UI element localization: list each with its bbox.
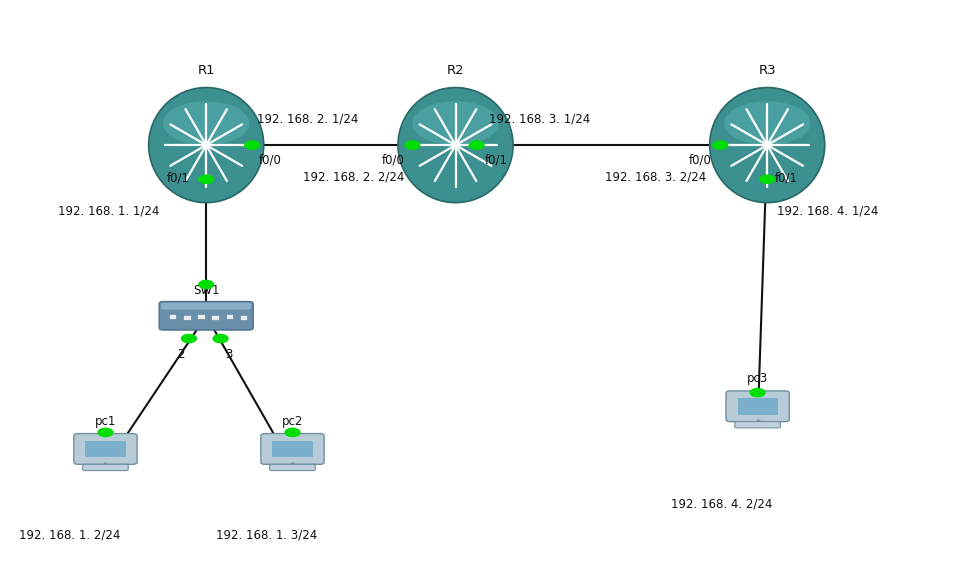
Circle shape	[285, 428, 301, 437]
FancyBboxPatch shape	[85, 441, 126, 457]
Ellipse shape	[412, 101, 499, 145]
Text: f0/0: f0/0	[689, 154, 712, 167]
Text: 2: 2	[177, 348, 185, 361]
Text: R3: R3	[759, 64, 776, 77]
FancyBboxPatch shape	[198, 314, 205, 319]
Text: 192. 168. 3. 1/24: 192. 168. 3. 1/24	[489, 112, 591, 125]
FancyBboxPatch shape	[74, 434, 137, 464]
Circle shape	[468, 141, 484, 150]
Text: 192. 168. 3. 2/24: 192. 168. 3. 2/24	[604, 171, 706, 184]
FancyBboxPatch shape	[269, 464, 316, 471]
FancyBboxPatch shape	[272, 441, 313, 457]
Ellipse shape	[724, 101, 810, 145]
Text: f0/1: f0/1	[167, 171, 190, 184]
Circle shape	[405, 141, 421, 150]
FancyBboxPatch shape	[159, 302, 253, 330]
Ellipse shape	[149, 88, 264, 203]
FancyBboxPatch shape	[211, 315, 219, 320]
FancyBboxPatch shape	[82, 464, 129, 471]
FancyBboxPatch shape	[169, 314, 176, 319]
Text: R1: R1	[198, 64, 215, 77]
Circle shape	[180, 333, 198, 343]
Circle shape	[213, 333, 229, 343]
Text: 192. 168. 1. 2/24: 192. 168. 1. 2/24	[19, 529, 121, 541]
Text: pc3: pc3	[747, 372, 768, 385]
FancyBboxPatch shape	[726, 391, 789, 422]
Text: pc1: pc1	[95, 415, 116, 428]
FancyBboxPatch shape	[735, 422, 781, 428]
Text: R2: R2	[447, 64, 464, 77]
Ellipse shape	[710, 88, 825, 203]
Text: 192. 168. 2. 2/24: 192. 168. 2. 2/24	[303, 171, 405, 184]
FancyBboxPatch shape	[261, 434, 324, 464]
Text: 192. 168. 2. 1/24: 192. 168. 2. 1/24	[257, 112, 359, 125]
Circle shape	[199, 174, 215, 184]
Circle shape	[712, 141, 729, 150]
FancyBboxPatch shape	[161, 303, 251, 310]
Text: SW1: SW1	[193, 284, 220, 297]
Text: f0/1: f0/1	[484, 154, 507, 167]
Text: pc2: pc2	[282, 415, 303, 428]
Text: 192. 168. 4. 2/24: 192. 168. 4. 2/24	[671, 497, 773, 510]
Ellipse shape	[398, 88, 513, 203]
Circle shape	[244, 141, 261, 150]
Circle shape	[759, 174, 776, 184]
Circle shape	[750, 388, 766, 398]
Text: f0/0: f0/0	[259, 154, 282, 167]
FancyBboxPatch shape	[737, 398, 778, 415]
Text: f0/0: f0/0	[382, 154, 405, 167]
Text: 192. 168. 1. 1/24: 192. 168. 1. 1/24	[58, 204, 159, 217]
Circle shape	[98, 428, 113, 437]
Text: 3: 3	[225, 348, 233, 361]
Text: 192. 168. 1. 3/24: 192. 168. 1. 3/24	[216, 529, 317, 541]
Text: f0/1: f0/1	[775, 171, 798, 184]
FancyBboxPatch shape	[225, 314, 233, 319]
FancyBboxPatch shape	[240, 315, 247, 320]
Text: 192. 168. 4. 1/24: 192. 168. 4. 1/24	[777, 204, 878, 217]
FancyBboxPatch shape	[183, 315, 191, 320]
Circle shape	[199, 280, 215, 289]
Ellipse shape	[163, 101, 249, 145]
